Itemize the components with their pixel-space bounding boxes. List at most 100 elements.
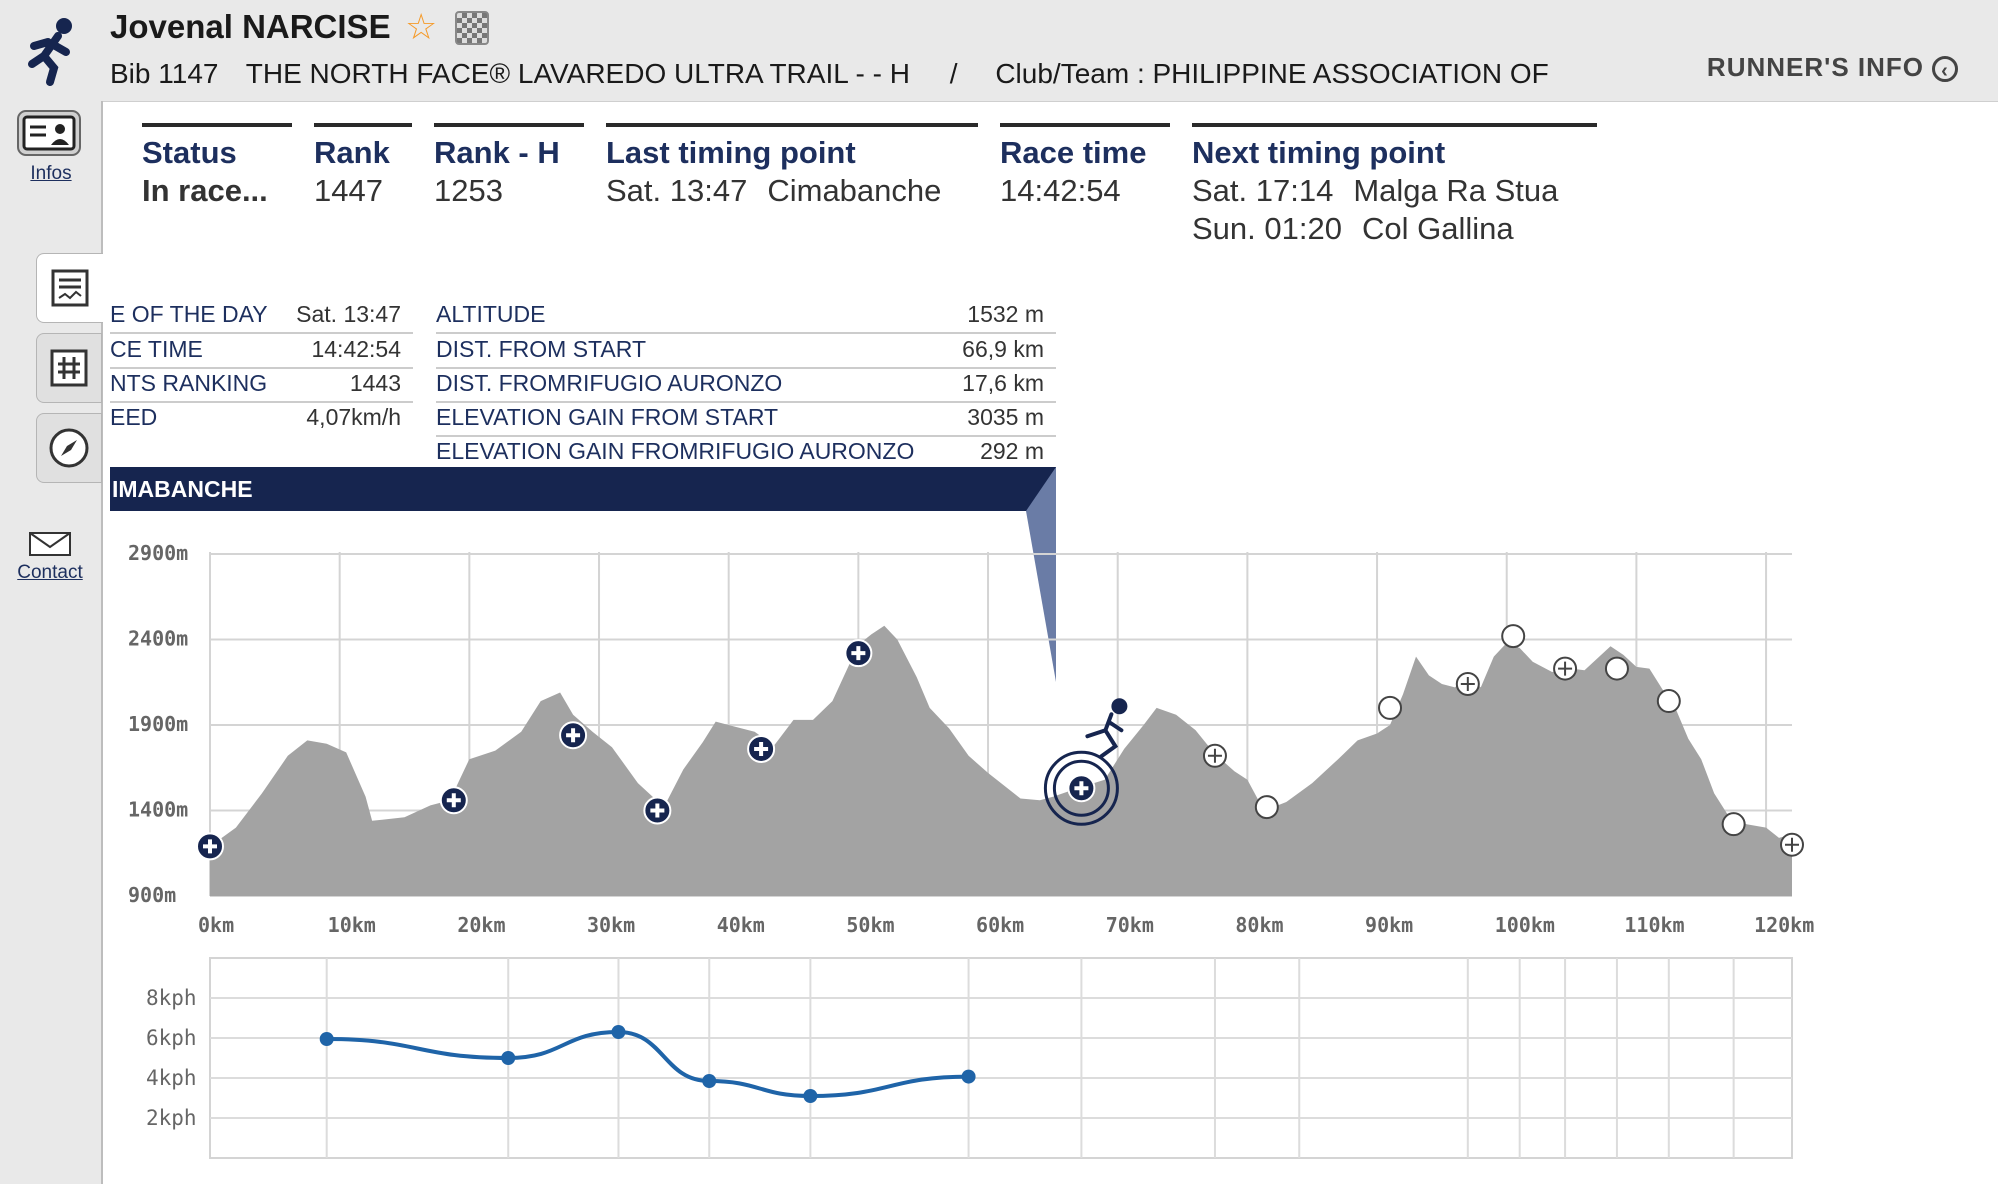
next1-place: Malga Ra Stua <box>1353 173 1559 208</box>
plus-icon <box>650 803 665 818</box>
checkpoint-passed-marker <box>643 796 672 825</box>
plus-icon <box>566 728 581 743</box>
checkpoint-refresh-marker <box>1202 743 1227 768</box>
checkpoint-passed-marker <box>196 832 224 861</box>
table-row: ALTITUDE 1532 m <box>436 299 1056 334</box>
last-timing-time: Sat. 13:47 <box>606 173 748 208</box>
favorite-star-icon[interactable]: ☆ <box>405 6 438 47</box>
next2-place: Col Gallina <box>1361 211 1514 246</box>
x-tick-label: 120km <box>1754 913 1814 937</box>
rank-value: 1447 <box>314 173 383 208</box>
plus-icon <box>754 741 769 756</box>
sidebar: Infos Contact <box>0 101 103 1184</box>
plus-icon <box>1074 781 1089 796</box>
contact-button[interactable]: Contact <box>10 531 90 584</box>
next-timing-block: Next timing point Sat. 17:14 Malga Ra Stu… <box>1192 123 1597 247</box>
infos-button[interactable]: Infos <box>16 109 86 184</box>
id-card-icon <box>17 110 81 156</box>
rank-h-block: Rank - H 1253 <box>434 123 584 209</box>
table-row: E OF THE DAY Sat. 13:47 <box>110 299 413 334</box>
plus-icon <box>446 793 461 808</box>
tab-grid[interactable] <box>36 333 102 403</box>
plus-icon <box>1785 837 1799 852</box>
last-timing-place: Cimabanche <box>767 173 942 208</box>
checkpoint-passed-marker <box>747 734 776 763</box>
x-tick-label: 80km <box>1235 913 1283 937</box>
race-name: THE NORTH FACE® LAVAREDO ULTRA TRAIL - -… <box>245 58 910 89</box>
status-label: Status <box>142 135 237 170</box>
current-position-ring <box>1043 750 1119 826</box>
speed-y-tick-label: 8kph <box>146 986 197 1010</box>
y-tick-label: 2900m <box>128 541 188 565</box>
x-tick-label: 50km <box>846 913 894 937</box>
table-row: ELEVATION GAIN FROM START 3035 m <box>436 402 1056 437</box>
status-value: In race... <box>142 173 268 208</box>
race-time-value: 14:42:54 <box>1000 173 1121 208</box>
rank-block: Rank 1447 <box>314 123 412 209</box>
y-tick-label: 1900m <box>128 712 188 736</box>
rank-h-label: Rank - H <box>434 135 560 170</box>
current-position-ring <box>1052 759 1110 817</box>
x-tick-label: 30km <box>587 913 635 937</box>
y-tick-label: 900m <box>128 883 176 907</box>
plus-icon <box>1558 661 1573 676</box>
header-bar: Jovenal NARCISE ☆ Bib 1147 THE NORTH FAC… <box>0 0 1998 102</box>
rank-h-value: 1253 <box>434 173 503 208</box>
infos-label: Infos <box>30 163 72 184</box>
banner-pointer <box>1026 467 1056 682</box>
envelope-icon <box>29 532 71 556</box>
tab-chart[interactable] <box>36 253 103 323</box>
elevation-area <box>210 625 1792 896</box>
separator: / <box>949 58 958 89</box>
runner-icon <box>1085 712 1124 759</box>
next2-time: Sun. 01:20 <box>1192 211 1342 246</box>
next1-time: Sat. 17:14 <box>1192 173 1334 208</box>
checkpoint-marker <box>1604 656 1629 681</box>
back-arrow-icon: ‹ <box>1932 56 1958 83</box>
plus-icon <box>1207 748 1222 763</box>
checkpoint-passed-marker <box>439 786 468 815</box>
speed-y-tick-label: 4kph <box>146 1066 197 1090</box>
checkpoint-refresh-marker <box>1455 671 1480 696</box>
checkpoint-marker <box>1656 689 1681 714</box>
runner-name: Jovenal NARCISE <box>110 8 391 45</box>
last-timing-label: Last timing point <box>606 135 856 170</box>
plus-icon <box>203 839 217 854</box>
runners-info-label: RUNNER'S INFO <box>1706 52 1924 82</box>
x-tick-label: 20km <box>457 913 505 937</box>
bib-number: Bib 1147 <box>110 58 219 89</box>
speed-point <box>319 1032 334 1046</box>
runners-info-button[interactable]: RUNNER'S INFO ‹ <box>1707 52 1958 83</box>
plus-icon <box>851 646 866 661</box>
table-row: ELEVATION GAIN FROMRIFUGIO AURONZO 292 m <box>436 438 1044 464</box>
checkpoint-passed-marker <box>844 639 873 668</box>
checkpoint-marker <box>1378 695 1403 720</box>
contact-label: Contact <box>17 562 83 583</box>
next-timing-label: Next timing point <box>1192 135 1446 170</box>
runner-head-icon <box>1111 698 1128 715</box>
plus-icon <box>1460 676 1475 691</box>
checkpoint-refresh-marker <box>1553 656 1578 681</box>
bib-line: Bib 1147 THE NORTH FACE® LAVAREDO ULTRA … <box>110 58 1569 90</box>
compass-icon <box>49 428 89 468</box>
speed-point <box>803 1089 818 1103</box>
banner-label: IMABANCHE <box>112 476 253 502</box>
table-row: CE TIME 14:42:54 <box>110 334 413 369</box>
x-tick-label: 100km <box>1495 913 1555 937</box>
x-tick-label: 10km <box>328 913 376 937</box>
checkpoint-marker <box>1254 795 1279 820</box>
x-tick-label: 60km <box>976 913 1024 937</box>
tab-compass[interactable] <box>36 413 102 483</box>
rank-label: Rank <box>314 135 390 170</box>
x-tick-label: 0km <box>198 913 234 937</box>
race-time-label: Race time <box>1000 135 1147 170</box>
checkpoint-marker <box>1501 624 1526 649</box>
table-row: NTS RANKING 1443 <box>110 368 413 403</box>
speed-chart-frame <box>209 957 1793 1159</box>
speed-point <box>501 1051 516 1065</box>
y-tick-label: 1400m <box>128 798 188 822</box>
finish-flag-icon[interactable] <box>455 11 489 45</box>
checkpoint-refresh-marker <box>1780 832 1804 857</box>
race-time-block: Race time 14:42:54 <box>1000 123 1170 209</box>
